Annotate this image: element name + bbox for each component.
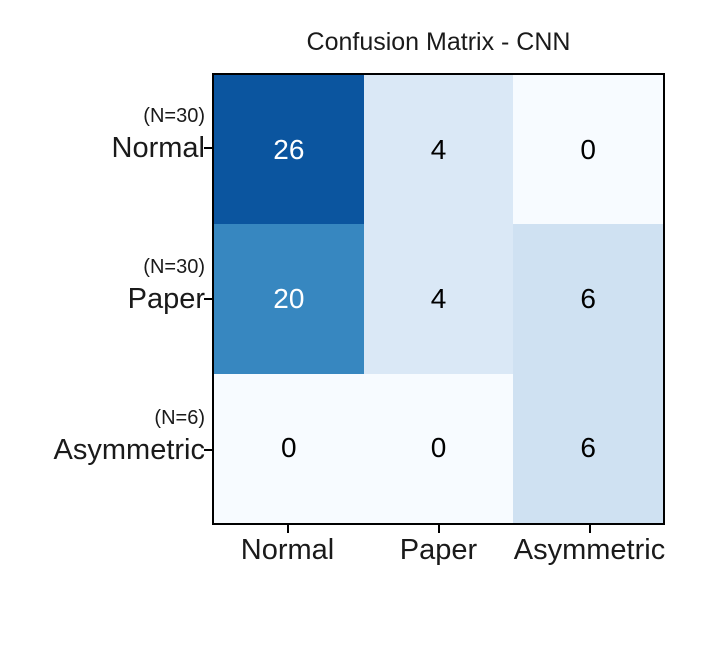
row-n-count: (N=30) (143, 256, 205, 278)
row-label-asymmetric: (N=6) Asymmetric (54, 405, 205, 469)
cell-normal-paper: 4 (363, 75, 514, 225)
row-n-count: (N=6) (154, 407, 205, 429)
cell-asymmetric-normal: 0 (214, 373, 364, 523)
cell-paper-paper: 4 (363, 224, 514, 374)
row-category-label: Normal (111, 132, 205, 164)
y-tick-mark (204, 298, 212, 300)
cell-normal-normal: 26 (214, 75, 364, 225)
col-label-normal: Normal (240, 534, 335, 566)
col-label-asymmetric: Asymmetric (513, 534, 666, 566)
row-category-label: Paper (127, 283, 205, 315)
row-n-count: (N=30) (143, 105, 205, 127)
x-tick-mark (588, 525, 591, 533)
x-tick-mark (286, 525, 289, 533)
row-label-paper: (N=30) Paper (128, 254, 205, 318)
y-tick-mark (204, 147, 212, 149)
row-label-normal: (N=30) Normal (112, 103, 205, 167)
cell-asymmetric-paper: 0 (363, 373, 514, 523)
y-tick-mark (204, 449, 212, 451)
col-label-paper: Paper (399, 534, 478, 566)
cell-normal-asymmetric: 0 (513, 75, 663, 225)
cell-paper-normal: 20 (214, 224, 364, 374)
cell-asymmetric-asymmetric: 6 (513, 373, 663, 523)
row-category-label: Asymmetric (53, 434, 205, 466)
cell-paper-asymmetric: 6 (513, 224, 663, 374)
chart-title: Confusion Matrix - CNN (306, 28, 571, 56)
x-tick-mark (437, 525, 440, 533)
heatmap-grid: 26 4 0 20 4 6 0 0 6 (212, 73, 665, 525)
